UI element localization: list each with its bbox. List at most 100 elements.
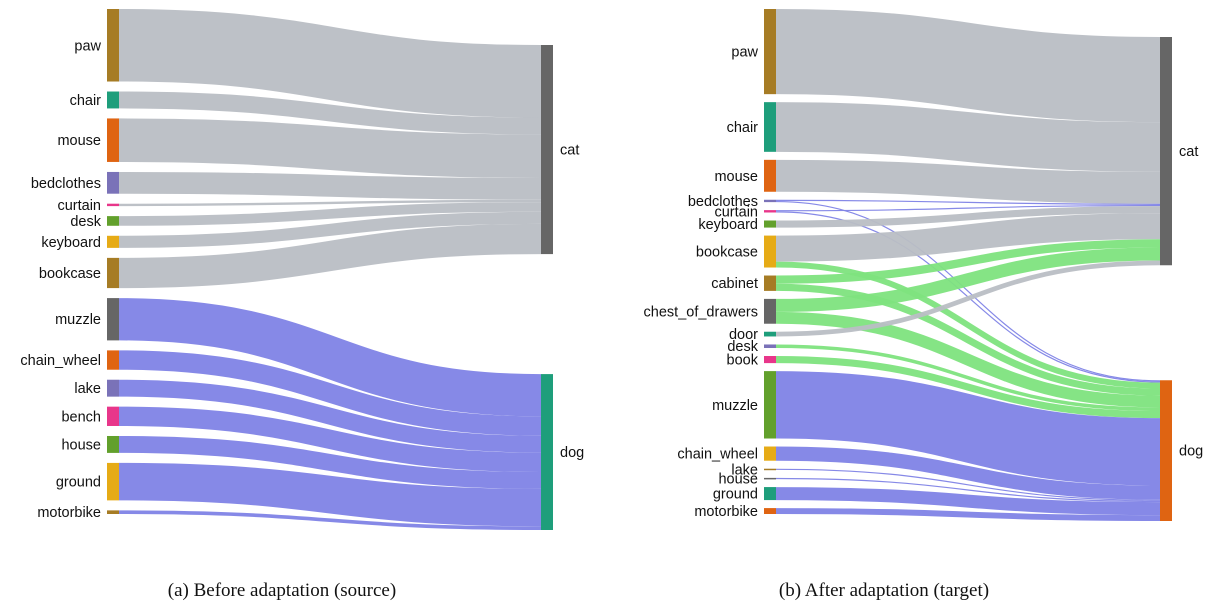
link-chain-wheel-dog	[775, 446, 1161, 500]
node-label-lake: lake	[74, 381, 101, 397]
link-chair-cat	[775, 102, 1161, 172]
link-ground-dog	[118, 462, 542, 527]
link-chain-wheel-dog	[118, 350, 542, 436]
link-chest-of-drawers-dog	[775, 311, 1161, 408]
link-motorbike-dog	[775, 508, 1161, 521]
node-muzzle	[107, 298, 119, 341]
link-keyboard-cat	[775, 206, 1161, 228]
node-label-ground: ground	[713, 487, 758, 503]
link-lake-dog	[118, 379, 542, 453]
node-cabinet	[764, 275, 776, 291]
node-desk	[764, 344, 776, 349]
node-label-door: door	[729, 327, 758, 343]
link-muzzle-dog	[118, 298, 542, 417]
node-mouse	[107, 118, 119, 162]
node-label-paw: paw	[74, 38, 101, 54]
link-motorbike-dog	[118, 510, 542, 530]
link-paw-cat	[775, 9, 1161, 123]
node-label-bookcase: bookcase	[39, 266, 101, 282]
caption-after: (b) After adaptation (target)	[779, 580, 989, 601]
link-desk-cat	[118, 202, 542, 226]
link-bedclothes-cat	[118, 171, 542, 200]
node-label-chest-of-drawers: chest_of_drawers	[644, 304, 758, 320]
link-mouse-cat	[775, 159, 1161, 204]
link-keyboard-cat	[118, 211, 542, 248]
link-house-dog	[775, 477, 1161, 503]
link-book-dog	[775, 356, 1161, 419]
node-house	[107, 435, 119, 453]
node-label-bookcase: bookcase	[696, 245, 758, 261]
node-label-motorbike: motorbike	[37, 505, 101, 521]
node-label-desk: desk	[727, 339, 758, 355]
node-lake	[764, 468, 776, 471]
node-curtain	[107, 203, 119, 207]
node-label-lake: lake	[731, 462, 758, 478]
node-motorbike	[107, 510, 119, 514]
node-desk	[107, 216, 119, 226]
link-ground-dog	[775, 487, 1161, 516]
node-curtain	[764, 210, 776, 213]
link-chest-of-drawers-cat	[775, 247, 1161, 312]
node-ground	[764, 487, 776, 501]
node-motorbike	[764, 508, 776, 514]
node-keyboard	[107, 235, 119, 248]
link-bookcase-cat	[118, 223, 542, 289]
link-cabinet-cat	[775, 239, 1161, 284]
node-house	[764, 477, 776, 480]
link-bench-dog	[118, 406, 542, 472]
node-label-curtain: curtain	[57, 198, 101, 214]
node-keyboard	[764, 220, 776, 228]
link-door-cat	[775, 260, 1161, 337]
node-bookcase	[107, 257, 119, 289]
node-bench	[107, 406, 119, 426]
node-label-bench: bench	[61, 409, 101, 425]
links-group	[775, 9, 1161, 521]
node-door	[764, 331, 776, 337]
link-desk-dog	[775, 344, 1161, 412]
node-label-paw: paw	[731, 45, 758, 61]
node-ground	[107, 462, 119, 501]
link-chair-cat	[118, 91, 542, 135]
node-chain-wheel	[107, 350, 119, 370]
node-bedclothes	[764, 199, 776, 203]
nodes-group	[107, 9, 553, 530]
node-lake	[107, 379, 119, 397]
node-chair	[764, 102, 776, 152]
node-chest-of-drawers	[764, 298, 776, 324]
node-chair	[107, 91, 119, 109]
node-label-keyboard: keyboard	[698, 217, 758, 233]
node-label-chair: chair	[727, 120, 759, 136]
node-label-house: house	[718, 472, 758, 488]
link-house-dog	[118, 435, 542, 489]
node-label-mouse: mouse	[57, 133, 101, 149]
link-curtain-cat	[118, 199, 542, 207]
node-label-motorbike: motorbike	[694, 504, 758, 520]
node-label-chain-wheel: chain_wheel	[20, 353, 101, 369]
node-label-bedclothes: bedclothes	[31, 176, 101, 192]
node-chain-wheel	[764, 446, 776, 461]
node-label-ground: ground	[56, 475, 101, 491]
node-label-chain-wheel: chain_wheel	[677, 447, 758, 463]
node-label-dog: dog	[560, 445, 584, 461]
node-label-muzzle: muzzle	[55, 312, 101, 328]
node-muzzle	[764, 371, 776, 439]
node-dog	[1160, 380, 1172, 521]
node-book	[764, 356, 776, 364]
node-label-dog: dog	[1179, 444, 1203, 460]
node-label-book: book	[727, 353, 759, 369]
links-group	[118, 9, 542, 530]
node-bedclothes	[107, 171, 119, 194]
link-bookcase-dog	[775, 261, 1161, 389]
node-cat	[541, 45, 553, 255]
node-mouse	[764, 159, 776, 192]
link-cabinet-dog	[775, 283, 1161, 396]
node-dog	[541, 374, 553, 530]
node-paw	[764, 9, 776, 95]
nodes-group	[764, 9, 1172, 521]
link-mouse-cat	[118, 118, 542, 178]
